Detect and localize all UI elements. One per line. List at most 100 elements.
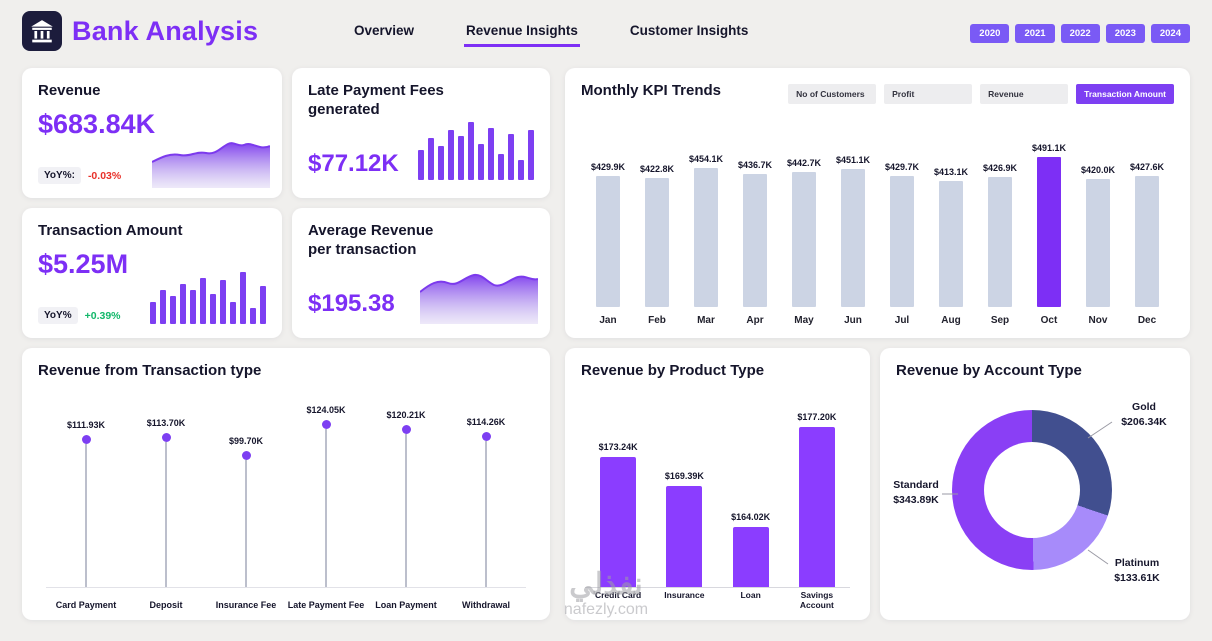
product-bar[interactable] (666, 486, 703, 587)
kpi-bar[interactable] (792, 172, 816, 307)
legend-no-of-customers[interactable]: No of Customers (788, 84, 877, 104)
revenue-sparkline-area (152, 142, 270, 188)
kpi-bar[interactable] (694, 168, 718, 307)
year-button-2020[interactable]: 2020 (970, 24, 1010, 43)
donut-label-platinum: Platinum $133.61K (1098, 556, 1176, 585)
transaction-sparkline (150, 264, 266, 324)
sparkline-bar (488, 128, 494, 180)
slice-name: Platinum (1114, 557, 1160, 569)
donut-ring[interactable] (952, 410, 1112, 570)
kpi-bar[interactable] (890, 176, 914, 307)
data-point[interactable] (81, 435, 91, 444)
kpi-bar[interactable] (1037, 157, 1061, 307)
sparkline-bar (220, 280, 226, 324)
sparkline-bar (518, 160, 524, 180)
x-axis-label: Loan Payment (375, 600, 437, 610)
point-value-label: $124.05K (306, 405, 346, 415)
product-bar[interactable] (732, 527, 769, 587)
data-point[interactable] (161, 433, 171, 442)
point-value-label: $113.70K (146, 418, 186, 428)
bar-value-label: $422.8K (639, 164, 675, 174)
yoy-label: YoY% (38, 307, 78, 324)
tab-overview[interactable]: Overview (352, 15, 416, 47)
kpi-chart: $429.9K Jan $422.8K Feb $454.1K Mar $436.7K Apr… (585, 134, 1170, 326)
kpi-bar[interactable] (596, 176, 620, 307)
monthly-kpi-card: Monthly KPI Trends No of Customers Profit… (565, 68, 1190, 338)
product-bar[interactable] (600, 457, 637, 587)
yoy-row: YoY% +0.39% (38, 307, 121, 324)
kpi-column-dec: $427.6K Dec (1124, 134, 1170, 326)
lollipop-column-loan-payment: $120.21K (366, 404, 446, 587)
x-axis-label: Loan (740, 590, 761, 600)
x-axis-label: Aug (941, 315, 961, 326)
x-axis-label: Credit Card (594, 590, 642, 600)
kpi-bar[interactable] (1086, 179, 1110, 307)
yoy-value: +0.39% (84, 309, 121, 322)
sparkline-bar (528, 130, 534, 180)
bar-value-label: $413.1K (933, 167, 969, 177)
year-button-2023[interactable]: 2023 (1105, 24, 1145, 43)
slice-name: Standard (893, 479, 939, 491)
year-button-2024[interactable]: 2024 (1150, 24, 1190, 43)
sparkline-bar (478, 144, 484, 180)
transaction-type-card: Revenue from Transaction type $111.93K $1… (22, 348, 550, 620)
data-point[interactable] (401, 425, 411, 434)
tab-revenue-insights[interactable]: Revenue Insights (464, 15, 580, 47)
account-type-card: Revenue by Account Type Gold $206.34K St… (880, 348, 1190, 620)
product-column-savings-account: $177.20K (786, 406, 848, 587)
lollipop-column-card-payment: $111.93K (46, 404, 126, 587)
data-point[interactable] (481, 432, 491, 441)
kpi-bar[interactable] (841, 169, 865, 307)
kpi-bar[interactable] (645, 178, 669, 307)
stem-line (325, 429, 327, 587)
transaction-amount-value: $5.25M (38, 248, 129, 279)
x-axis-label: Dec (1137, 315, 1157, 326)
kpi-bar[interactable] (743, 174, 767, 307)
x-axis-label: Oct (1040, 315, 1058, 326)
kpi-column-aug: $413.1K Aug (928, 134, 974, 326)
chart-title: Revenue by Account Type (896, 362, 1082, 379)
x-axis-label: Savings Account (799, 590, 834, 610)
kpi-column-nov: $420.0K Nov (1075, 134, 1121, 326)
sparkline-bar (160, 290, 166, 324)
sparkline-bar (250, 308, 256, 324)
stem-line (165, 442, 167, 587)
point-value-label: $120.21K (386, 410, 426, 420)
x-axis-label: May (794, 315, 814, 326)
sparkline-bar (150, 302, 156, 324)
product-column-insurance: $169.39K (653, 406, 715, 587)
year-button-2021[interactable]: 2021 (1015, 24, 1055, 43)
sparkline-bar (428, 138, 434, 180)
year-button-2022[interactable]: 2022 (1060, 24, 1100, 43)
kpi-bar[interactable] (939, 181, 963, 307)
bar-value-label: $420.0K (1080, 165, 1116, 175)
legend-transaction-amount[interactable]: Transaction Amount (1076, 84, 1174, 104)
kpi-column-sep: $426.9K Sep (977, 134, 1023, 326)
stem-line (245, 460, 247, 587)
revenue-card: Revenue $683.84K YoY%: -0.03% (22, 68, 282, 198)
stem-line (405, 434, 407, 587)
bar-value-label: $454.1K (688, 154, 724, 164)
data-point[interactable] (241, 451, 251, 460)
legend-revenue[interactable]: Revenue (980, 84, 1069, 104)
sparkline-bar (240, 272, 246, 324)
late-fees-card: Late Payment Fees generated $77.12K (292, 68, 550, 198)
year-buttons: 2020 2021 2022 2023 2024 (970, 24, 1190, 43)
revenue-value: $683.84K (38, 108, 156, 139)
donut-label-standard: Standard $343.89K (882, 478, 950, 507)
late-fees-value: $77.12K (308, 150, 399, 177)
app-title: Bank Analysis (72, 15, 259, 46)
x-axis-label: Feb (648, 315, 666, 326)
bank-logo-icon (22, 11, 62, 51)
tab-customer-insights[interactable]: Customer Insights (628, 15, 751, 47)
bar-value-label: $442.7K (786, 158, 822, 168)
kpi-bar[interactable] (988, 177, 1012, 307)
kpi-column-mar: $454.1K Mar (683, 134, 729, 326)
bar-value-label: $426.9K (982, 163, 1018, 173)
data-point[interactable] (321, 420, 331, 429)
card-title: Late Payment Fees generated (308, 82, 444, 118)
legend-profit[interactable]: Profit (884, 84, 973, 104)
product-bar[interactable] (798, 427, 835, 587)
kpi-bar[interactable] (1135, 176, 1159, 307)
